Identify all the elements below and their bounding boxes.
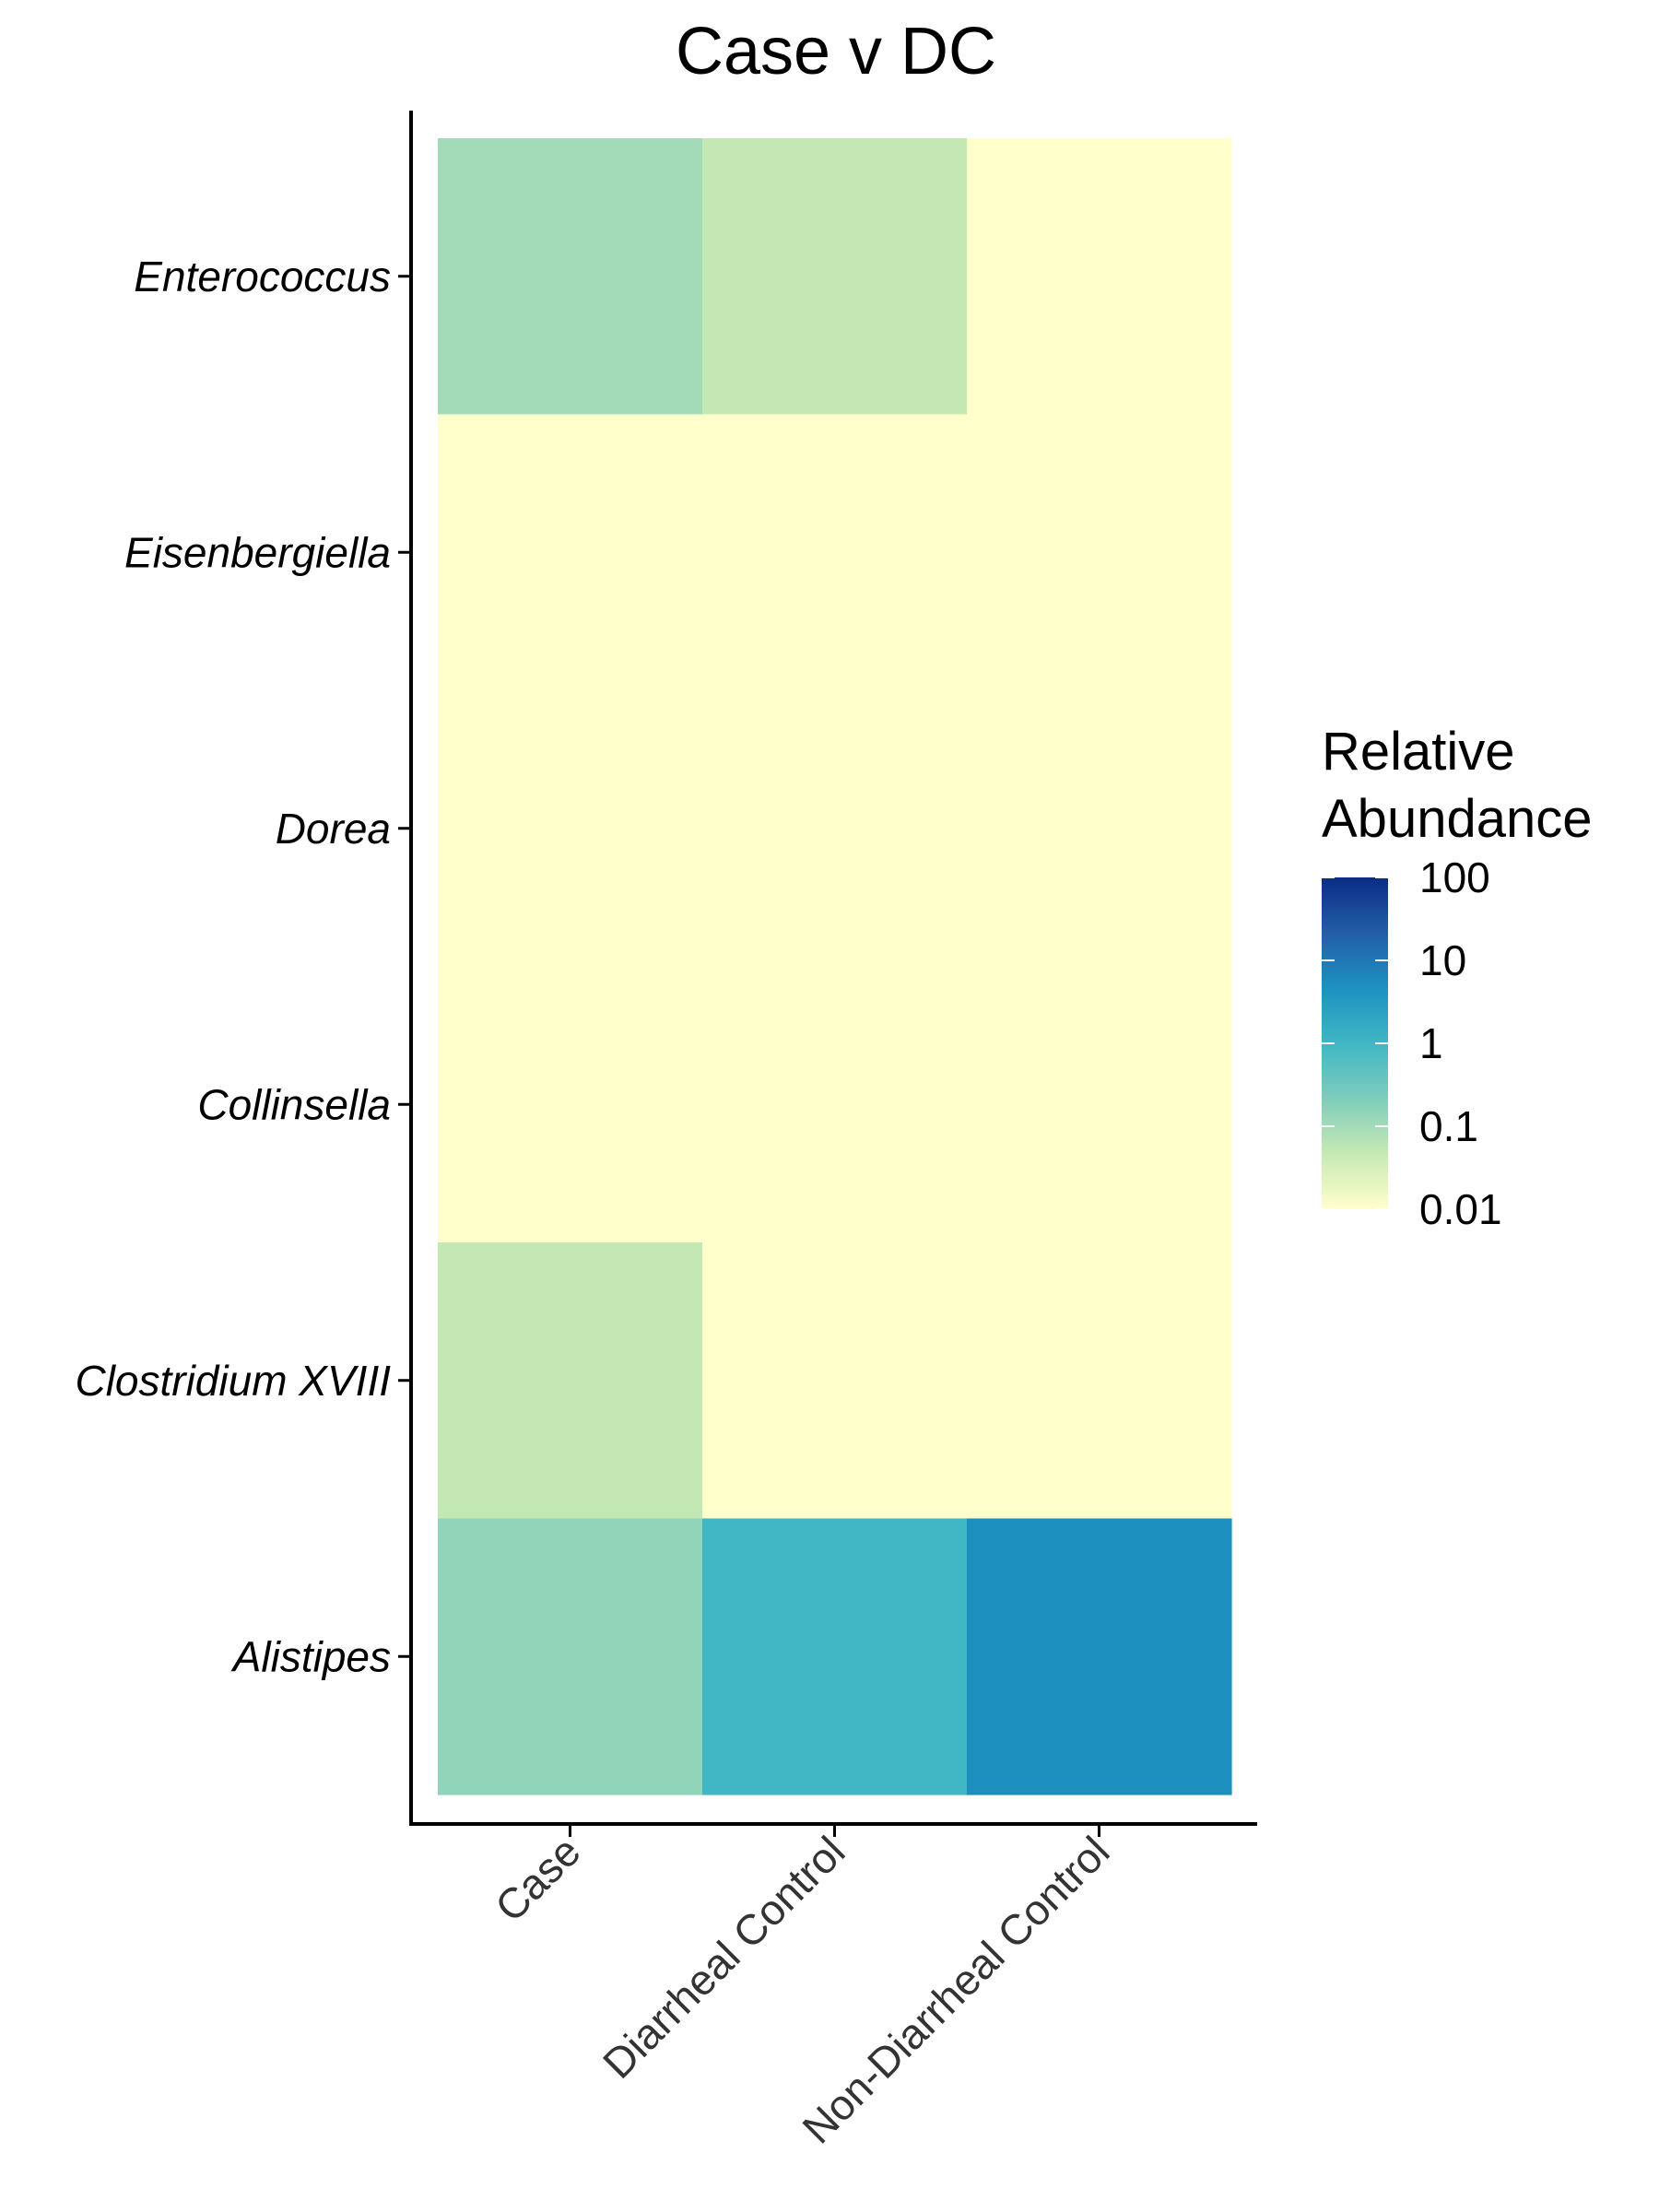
chart-title: Case v DC [676, 15, 996, 88]
heatmap-cell [438, 414, 703, 691]
x-tick-label: Diarrheal Control [594, 1827, 854, 2088]
heatmap-cell [438, 690, 703, 968]
y-tick-label: Eisenbergiella [124, 528, 391, 576]
y-tick-label: Dorea [276, 805, 391, 853]
legend-tick-label: 100 [1419, 853, 1490, 901]
legend-ticks: 100 10 1 0.1 0.01 [1322, 853, 1502, 1233]
heatmap-cell [702, 138, 968, 416]
heatmap-cell [438, 138, 703, 416]
y-tick-label: Collinsella [197, 1080, 391, 1128]
y-tick-label: Enterococcus [134, 253, 391, 300]
x-tick-label: Non-Diarrheal Control [793, 1827, 1118, 2152]
heatmap-cell [967, 1242, 1232, 1520]
heatmap-cell [967, 414, 1232, 691]
legend-title-line-2: Abundance [1322, 789, 1592, 849]
heatmap-cell [702, 690, 968, 968]
legend-tick-label: 10 [1419, 936, 1466, 984]
heatmap-cell [702, 414, 968, 691]
heatmap-cell [967, 966, 1232, 1243]
y-tick-label: Alistipes [230, 1632, 391, 1680]
color-legend: Relative Abundance 100 10 1 0.1 0.01 [1322, 722, 1592, 1233]
heatmap-cell [438, 1518, 703, 1795]
heatmap-cell [702, 1242, 968, 1520]
legend-tick-label: 0.1 [1419, 1102, 1478, 1150]
legend-tick-label: 0.01 [1419, 1185, 1502, 1233]
heatmap-cell [438, 1242, 703, 1520]
heatmap-cell [967, 138, 1232, 416]
legend-tick-label: 1 [1419, 1019, 1443, 1067]
heatmap-cell [702, 966, 968, 1243]
y-tick-label: Clostridium XVIII [75, 1357, 391, 1405]
heatmap-cell [967, 1518, 1232, 1795]
heatmap-cell [702, 1518, 968, 1795]
legend-title-line-1: Relative [1322, 722, 1515, 782]
heatmap-cells [438, 138, 1232, 1795]
x-tick-label: Case [486, 1827, 590, 1931]
heatmap-cell [438, 966, 703, 1243]
y-axis-ticks: Enterococcus Eisenbergiella Dorea Collinsel… [75, 253, 411, 1680]
heatmap-cell [967, 690, 1232, 968]
